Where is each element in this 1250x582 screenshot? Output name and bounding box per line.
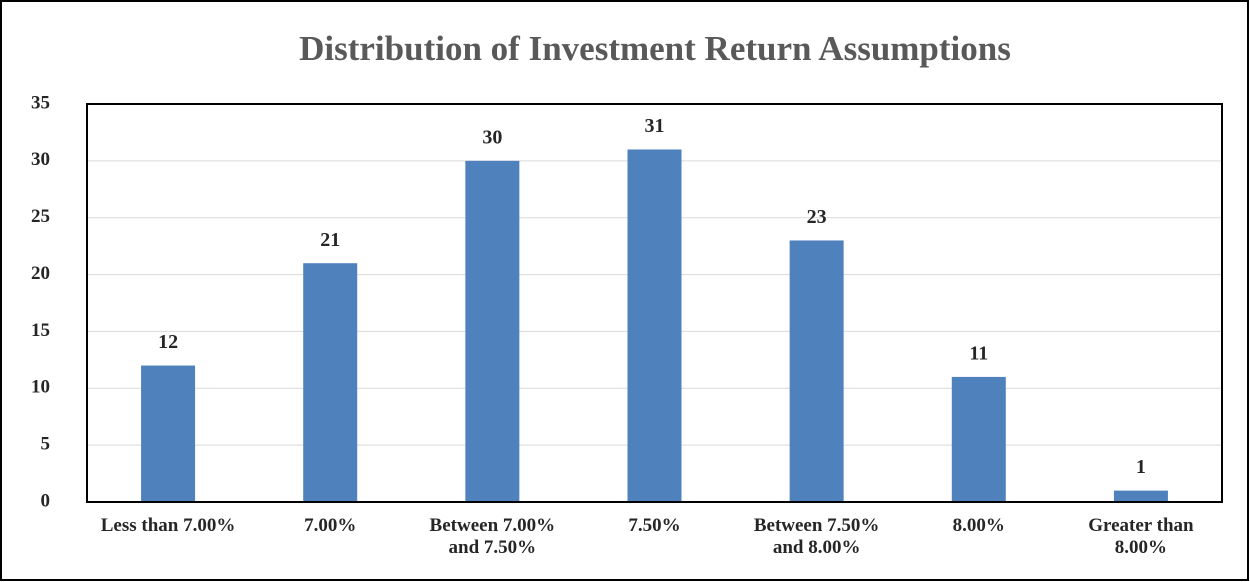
y-tick-label: 35 <box>31 92 50 113</box>
value-label: 21 <box>320 229 340 251</box>
value-label: 12 <box>158 331 178 353</box>
x-tick-label: 8.00% <box>952 515 1005 536</box>
y-tick-label: 20 <box>31 263 50 284</box>
value-label: 30 <box>482 126 502 148</box>
y-tick-label: 10 <box>31 377 50 398</box>
y-tick-label: 5 <box>41 434 51 455</box>
bar <box>465 160 520 502</box>
bar <box>951 376 1006 502</box>
x-tick-label: Between 7.50% and 8.00% <box>753 515 880 558</box>
plot-border <box>86 103 1223 503</box>
value-label: 31 <box>645 115 665 137</box>
value-label: 11 <box>969 343 988 365</box>
x-tick-label: 7.50% <box>628 515 681 536</box>
y-tick-label: 30 <box>31 149 50 170</box>
bar <box>627 149 682 502</box>
x-tick-label: Less than 7.00% <box>100 515 236 536</box>
x-tick-label: Greater than 8.00% <box>1088 515 1194 558</box>
y-tick-label: 15 <box>31 320 50 341</box>
bar <box>789 240 844 502</box>
bar <box>1113 490 1168 502</box>
value-label: 23 <box>807 206 827 228</box>
value-label: 1 <box>1136 456 1146 478</box>
bar <box>303 263 358 502</box>
y-tick-label: 25 <box>31 206 50 227</box>
bar <box>141 365 196 502</box>
y-tick-label: 0 <box>41 490 51 511</box>
chart-title: Distribution of Investment Return Assump… <box>299 29 1011 68</box>
x-tick-label: 7.00% <box>304 515 357 536</box>
x-tick-label: Between 7.00% and 7.50% <box>429 515 556 558</box>
